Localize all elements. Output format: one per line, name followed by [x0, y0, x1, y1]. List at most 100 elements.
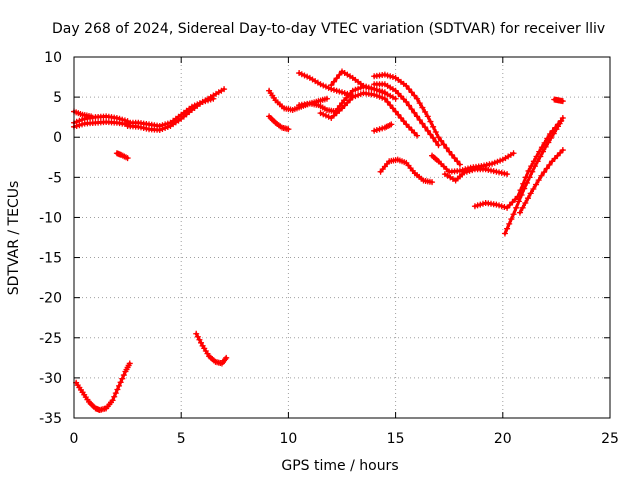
- series-track-14: [328, 68, 388, 96]
- data-point: [325, 84, 332, 91]
- y-tick-labels: 10 5 0 -5 -10 -15 -20 -25 -30 -35: [39, 50, 62, 427]
- data-point: [196, 336, 203, 343]
- series-track-18: [377, 156, 436, 186]
- data-point: [545, 139, 552, 146]
- series-track-23: [516, 147, 566, 216]
- data-point: [508, 216, 515, 223]
- data-point: [559, 98, 566, 105]
- data-point: [357, 91, 364, 98]
- data-point: [443, 145, 450, 152]
- data-point: [429, 179, 436, 186]
- data-point: [349, 92, 356, 99]
- series-track-17: [371, 121, 395, 134]
- data-point: [504, 225, 511, 232]
- data-point: [223, 354, 230, 361]
- data-point: [355, 85, 362, 92]
- series-markers: [371, 71, 463, 168]
- data-point: [541, 169, 548, 176]
- data-point: [454, 158, 461, 165]
- data-point: [422, 108, 429, 115]
- series-markers: [193, 330, 230, 367]
- series-markers: [113, 150, 131, 162]
- data-point: [363, 83, 370, 90]
- data-point: [526, 174, 533, 181]
- data-point: [347, 96, 354, 103]
- series-track-22: [501, 114, 566, 237]
- series-track-15: [371, 71, 463, 168]
- series-markers: [371, 81, 442, 149]
- series-markers: [124, 86, 228, 134]
- data-point: [440, 141, 447, 148]
- data-point: [325, 113, 332, 120]
- data-point: [73, 122, 80, 129]
- data-point: [317, 110, 324, 117]
- data-point: [403, 121, 410, 128]
- data-point: [463, 168, 470, 175]
- data-point: [355, 92, 362, 99]
- data-point: [397, 93, 404, 100]
- data-point: [501, 230, 508, 237]
- data-point: [510, 211, 517, 218]
- data-point: [509, 199, 516, 206]
- data-point: [540, 148, 546, 155]
- data-point: [523, 179, 530, 186]
- y-tick-label: 10: [44, 50, 62, 66]
- data-point: [111, 393, 118, 400]
- data-point: [117, 379, 124, 386]
- x-tick-label: 20: [494, 431, 512, 447]
- data-point: [347, 91, 354, 98]
- axis-ticks: [73, 56, 611, 419]
- data-point: [461, 169, 468, 176]
- data-point: [379, 88, 386, 95]
- data-point: [419, 104, 426, 111]
- x-tick-label: 25: [601, 431, 619, 447]
- data-point: [456, 161, 463, 168]
- data-point: [550, 130, 557, 137]
- data-point: [451, 155, 458, 162]
- data-point: [551, 155, 558, 162]
- series-markers: [371, 121, 395, 134]
- data-point: [387, 102, 394, 109]
- data-point: [400, 96, 407, 103]
- data-point: [546, 161, 553, 168]
- series-markers: [377, 156, 436, 186]
- data-point: [406, 124, 412, 131]
- data-point: [298, 71, 305, 78]
- data-point: [198, 339, 205, 346]
- series-track-10: [266, 113, 292, 133]
- data-point: [296, 70, 303, 77]
- data-point: [403, 98, 410, 105]
- series-track-06: [113, 150, 131, 162]
- data-point: [336, 88, 343, 95]
- y-tick-label: -30: [39, 371, 62, 387]
- data-point: [379, 94, 386, 101]
- data-point: [389, 74, 396, 81]
- data-point: [317, 81, 324, 88]
- data-point: [403, 82, 410, 89]
- data-point: [537, 153, 544, 160]
- data-point: [392, 87, 399, 94]
- data-point: [406, 86, 412, 93]
- data-point: [344, 99, 351, 106]
- data-point: [474, 202, 481, 209]
- series-markers: [73, 360, 133, 413]
- data-point: [387, 73, 394, 80]
- data-point: [320, 111, 327, 118]
- data-point: [419, 120, 426, 127]
- data-point: [301, 72, 308, 79]
- data-point: [512, 196, 519, 203]
- data-point: [493, 201, 500, 208]
- data-point: [530, 185, 537, 192]
- data-point: [400, 118, 407, 125]
- data-point: [126, 360, 133, 367]
- data-point: [494, 158, 501, 165]
- plot-frame: [73, 56, 611, 419]
- y-tick-label: 5: [53, 90, 62, 106]
- data-point: [79, 121, 86, 128]
- data-point: [496, 202, 503, 209]
- data-point: [432, 129, 439, 136]
- data-point: [525, 167, 532, 174]
- data-point: [533, 181, 540, 188]
- data-point: [322, 83, 329, 90]
